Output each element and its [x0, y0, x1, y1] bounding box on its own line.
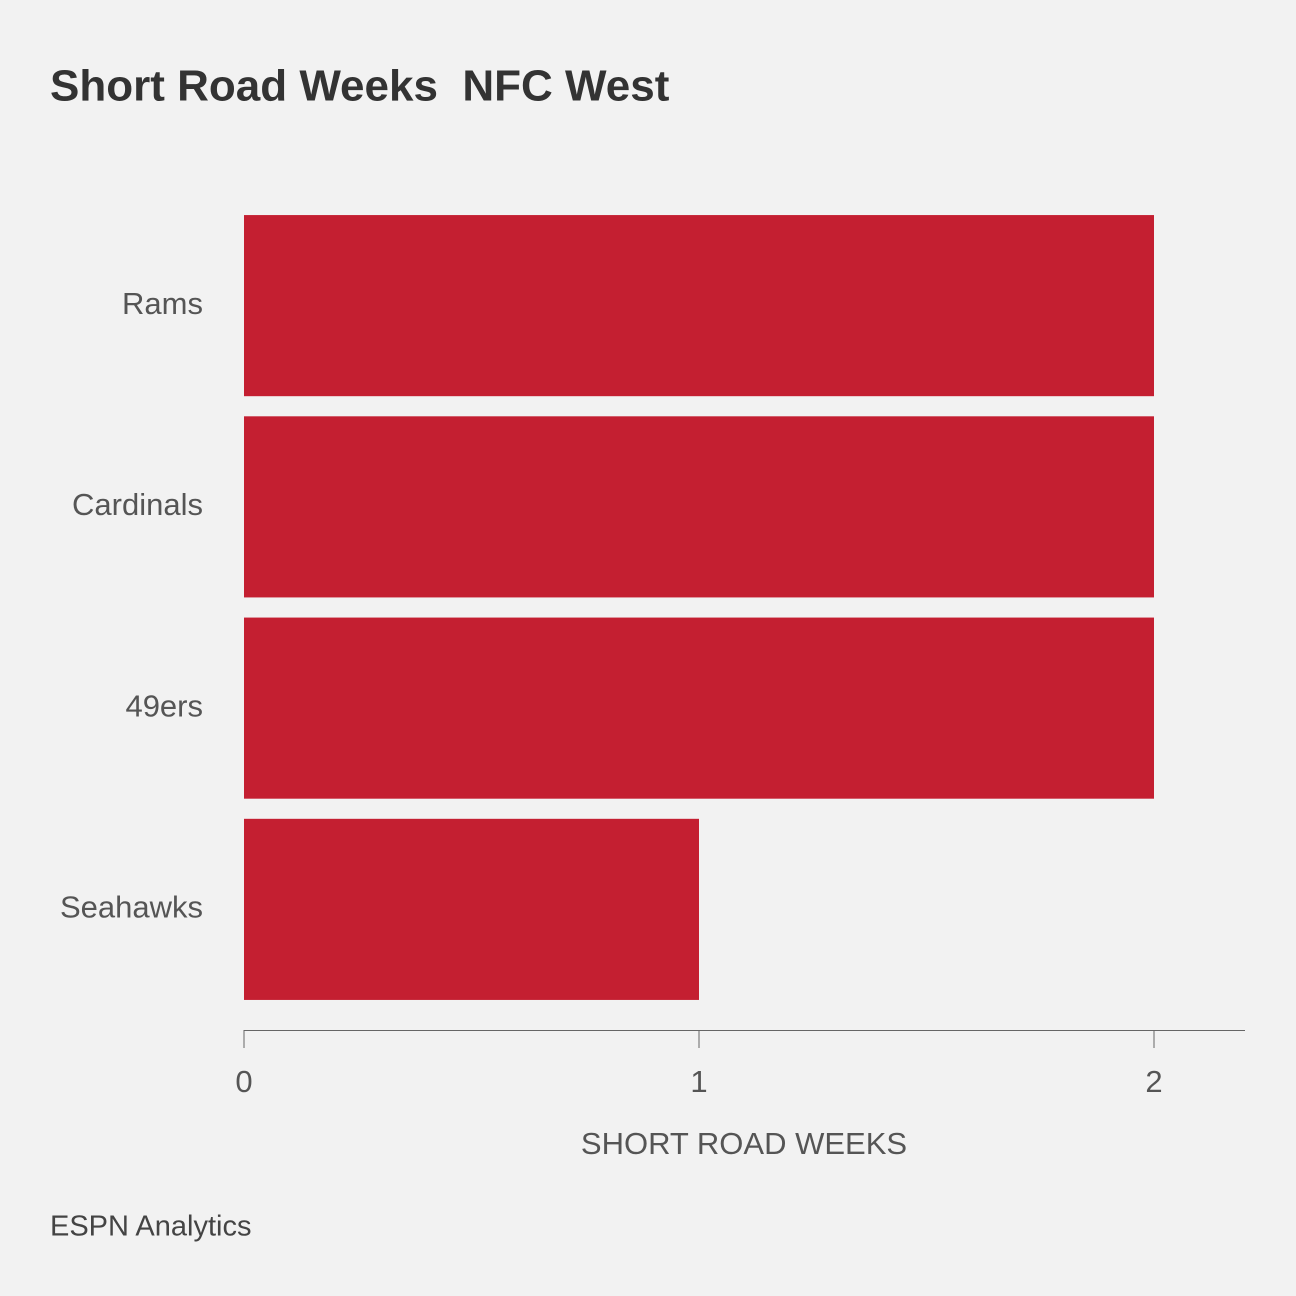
- bar: [244, 416, 1154, 598]
- source: ESPN Analytics: [50, 1211, 251, 1243]
- x-axis-label: SHORT ROAD WEEKS: [581, 1126, 907, 1161]
- y-tick-label: Seahawks: [60, 890, 203, 925]
- y-tick-label: 49ers: [125, 688, 203, 723]
- x-tick-label: 1: [690, 1064, 707, 1099]
- bar: [244, 617, 1154, 799]
- y-tick-label: Cardinals: [72, 487, 203, 522]
- x-tick-label: 0: [235, 1064, 252, 1099]
- y-tick-label: Rams: [122, 286, 203, 321]
- x-tick-label: 2: [1145, 1064, 1162, 1099]
- bar: [244, 215, 1154, 397]
- bar: [244, 818, 699, 1000]
- chart-title: Short Road Weeks NFC West: [50, 62, 670, 111]
